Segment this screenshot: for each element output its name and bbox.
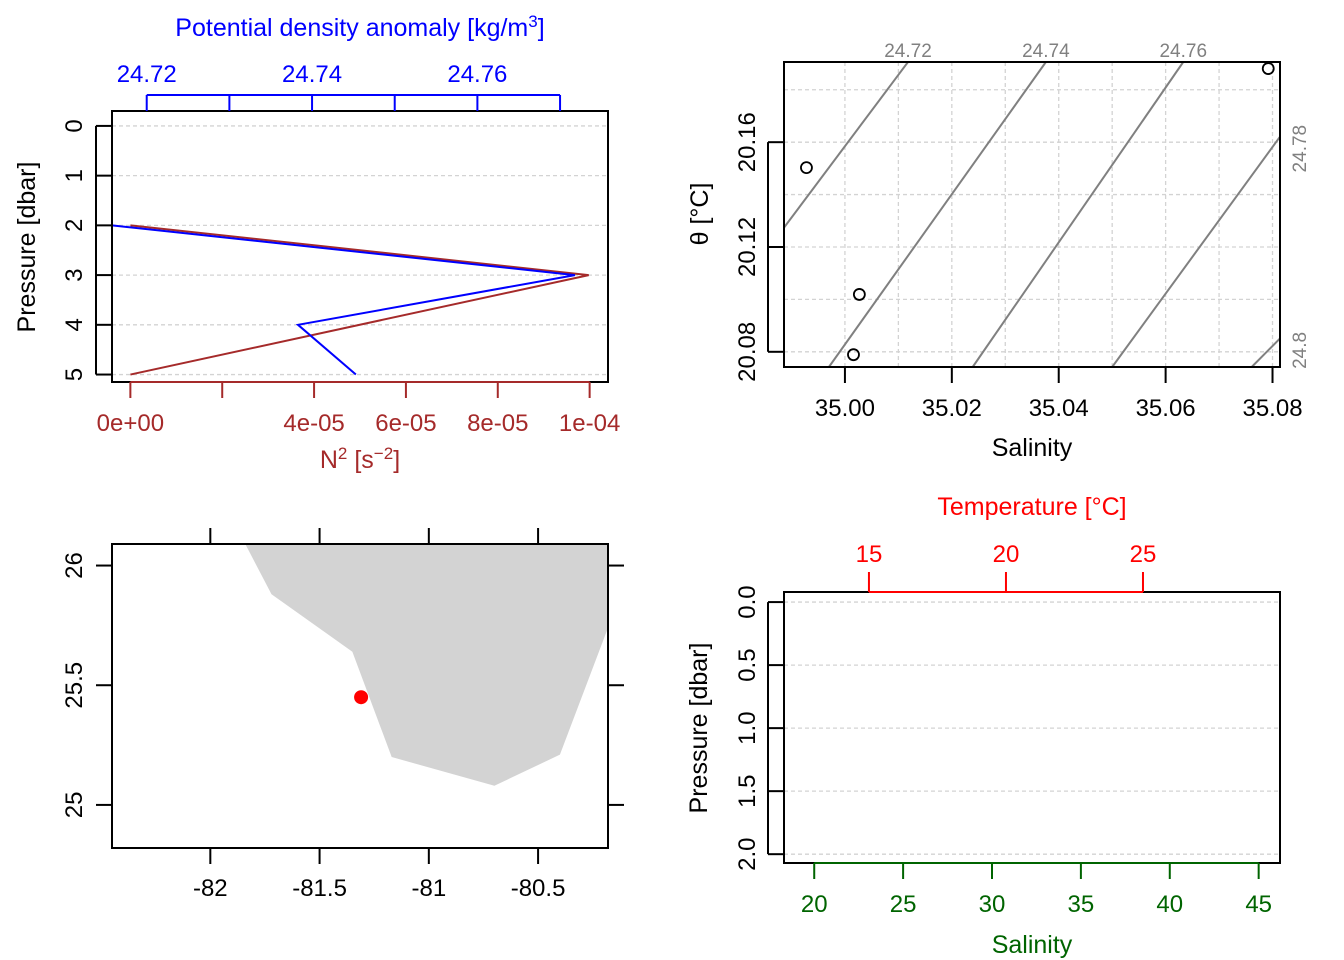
map-longitude-axis: -82 -81.5 -81 -80.5 [193, 528, 565, 902]
profile-gridlines [112, 125, 608, 376]
ts-x-tick-label: 35.00 [815, 395, 875, 422]
station-marker [354, 690, 369, 705]
ts-plot-box [783, 61, 1281, 368]
isopycnal-label: 24.78 [1290, 125, 1311, 173]
ts-y-tick-label: 20.08 [734, 322, 761, 382]
land-polygon [245, 544, 608, 786]
ts-x-tick-label: 35.08 [1242, 395, 1302, 422]
pressure-tick-label: 0 [61, 119, 88, 132]
isopycnal-line [1111, 136, 1281, 368]
map-y-tick-label: 25.5 [61, 662, 88, 709]
ts-profile-pressure-tick-label: 0.0 [734, 585, 761, 618]
profile-pressure-title: Pressure [dbar] [13, 162, 41, 333]
salinity-tick-label: 30 [979, 891, 1006, 918]
ts-profile-pressure-tick-label: 2.0 [734, 837, 761, 870]
map-panel: -82 -81.5 -81 -80.5 25 25.5 26 [61, 528, 624, 902]
ts-x-tick-label: 35.06 [1136, 395, 1196, 422]
pressure-tick-label: 3 [61, 268, 88, 281]
ts-profile-pressure-tick-label: 0.5 [734, 648, 761, 681]
ts-xlabel: Salinity [992, 434, 1073, 462]
pressure-tick-label: 4 [61, 318, 88, 331]
temperature-tick-label: 20 [993, 541, 1020, 568]
temperature-axis: 15 20 25 [856, 541, 1157, 593]
ts-isopycnals: 24.72 24.74 24.76 24.78 24.8 [783, 41, 1311, 369]
ts-y-tick-label: 20.16 [734, 112, 761, 172]
temperature-tick-label: 15 [856, 541, 883, 568]
profile-panel: 24.72 24.74 24.76 0e+00 4e-05 6e-05 8e-05 1e-0… [13, 12, 620, 474]
ts-salinity-axis: 35.00 35.02 35.04 35.06 35.08 [815, 366, 1303, 422]
map-y-tick-label: 25 [61, 792, 88, 819]
map-x-tick-label: -81.5 [292, 875, 347, 902]
salinity-tick-label: 40 [1156, 891, 1183, 918]
ts-profile-pressure-title: Pressure [dbar] [685, 643, 713, 814]
n2-tick-label: 6e-05 [375, 410, 436, 437]
ts-theta-axis: 20.08 20.12 20.16 [734, 112, 784, 382]
isopycnal-line [1250, 337, 1281, 368]
density-tick-label: 24.74 [282, 61, 342, 88]
density-tick-label: 24.72 [117, 61, 177, 88]
n2-tick-label: 8e-05 [467, 410, 528, 437]
density-axis: 24.72 24.74 24.76 [117, 61, 562, 111]
ts-points [800, 62, 1275, 362]
temperature-axis-title: Temperature [°C] [937, 493, 1126, 521]
isopycnal-label: 24.74 [1022, 41, 1070, 62]
map-x-tick-label: -82 [193, 875, 228, 902]
profile-series [111, 224, 589, 376]
isopycnal-label: 24.72 [884, 41, 932, 62]
isopycnal-label: 24.76 [1159, 41, 1207, 62]
salinity-axis: 20 25 30 35 40 45 [801, 862, 1272, 918]
ts-gridlines [784, 62, 1280, 367]
ts-profile-pressure-tick-label: 1.0 [734, 711, 761, 744]
density-profile-line [111, 224, 576, 376]
ts-panel: 24.72 24.74 24.76 24.78 24.8 35.00 35.02 35.04… [686, 41, 1311, 462]
map-y-tick-label: 26 [61, 552, 88, 579]
pressure-axis: 0 1 2 3 4 5 [61, 119, 112, 381]
salinity-tick-label: 35 [1068, 891, 1095, 918]
pressure-tick-label: 5 [61, 368, 88, 381]
ts-x-tick-label: 35.04 [1029, 395, 1089, 422]
n2-tick-label: 1e-04 [559, 410, 620, 437]
isopycnal-line [971, 61, 1185, 368]
ts-point [1261, 62, 1275, 75]
map-x-tick-label: -80.5 [511, 875, 566, 902]
isopycnal-label: 24.8 [1290, 332, 1311, 369]
ts-x-tick-label: 35.02 [922, 395, 982, 422]
ts-point [800, 161, 813, 174]
map-x-tick-label: -81 [411, 875, 446, 902]
ts-point [852, 288, 866, 301]
ts-profile-pressure-tick-label: 1.5 [734, 774, 761, 807]
isopycnal-line [828, 61, 1047, 368]
salinity-tick-label: 20 [801, 891, 828, 918]
salinity-axis-title: Salinity [992, 931, 1073, 959]
density-axis-title: Potential density anomaly [kg/m3] [175, 12, 544, 42]
n2-axis: 0e+00 4e-05 6e-05 8e-05 1e-04 [97, 381, 620, 437]
ts-y-tick-label: 20.12 [734, 217, 761, 277]
salinity-tick-label: 25 [890, 891, 917, 918]
ts-profile-gridlines [784, 601, 1280, 855]
pressure-tick-label: 1 [61, 169, 88, 182]
map-plot-box [111, 543, 609, 849]
ts-point [847, 348, 860, 362]
ts-profile-pressure-axis: 0.0 0.5 1.0 1.5 2.0 [734, 585, 784, 871]
density-tick-label: 24.76 [447, 61, 507, 88]
n2-profile-line [130, 224, 589, 376]
n2-tick-label: 4e-05 [283, 410, 344, 437]
map-latitude-axis: 25 25.5 26 [61, 552, 624, 818]
isopycnal-line [783, 61, 909, 229]
n2-tick-label: 0e+00 [97, 410, 164, 437]
ts-profile-panel: 15 20 25 20 25 30 35 40 45 0.0 0.5 1.0 1.5 2.0 Temp… [685, 493, 1281, 959]
salinity-tick-label: 45 [1245, 891, 1272, 918]
n2-axis-title: N2 [s−2] [320, 444, 400, 474]
temperature-tick-label: 25 [1130, 541, 1157, 568]
ts-ylabel: θ [°C] [686, 183, 714, 246]
pressure-tick-label: 2 [61, 219, 88, 232]
profile-plot-box [111, 110, 609, 383]
